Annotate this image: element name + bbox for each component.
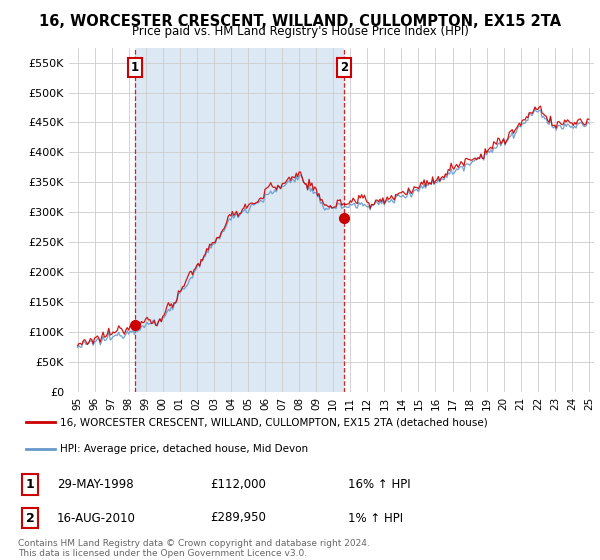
Text: 1: 1 [26,478,34,491]
Text: 16% ↑ HPI: 16% ↑ HPI [348,478,410,491]
Text: 16, WORCESTER CRESCENT, WILLAND, CULLOMPTON, EX15 2TA (detached house): 16, WORCESTER CRESCENT, WILLAND, CULLOMP… [60,417,488,427]
Text: 29-MAY-1998: 29-MAY-1998 [57,478,134,491]
Text: 1% ↑ HPI: 1% ↑ HPI [348,511,403,525]
Text: Price paid vs. HM Land Registry's House Price Index (HPI): Price paid vs. HM Land Registry's House … [131,25,469,38]
Text: £289,950: £289,950 [210,511,266,525]
Bar [135,48,344,392]
Text: 16-AUG-2010: 16-AUG-2010 [57,511,136,525]
Text: 16, WORCESTER CRESCENT, WILLAND, CULLOMPTON, EX15 2TA: 16, WORCESTER CRESCENT, WILLAND, CULLOMP… [39,14,561,29]
Text: 1: 1 [131,62,139,74]
Text: HPI: Average price, detached house, Mid Devon: HPI: Average price, detached house, Mid … [60,444,308,454]
Text: Contains HM Land Registry data © Crown copyright and database right 2024.
This d: Contains HM Land Registry data © Crown c… [18,539,370,558]
Text: 2: 2 [26,511,34,525]
Text: 2: 2 [340,62,348,74]
Text: £112,000: £112,000 [210,478,266,491]
